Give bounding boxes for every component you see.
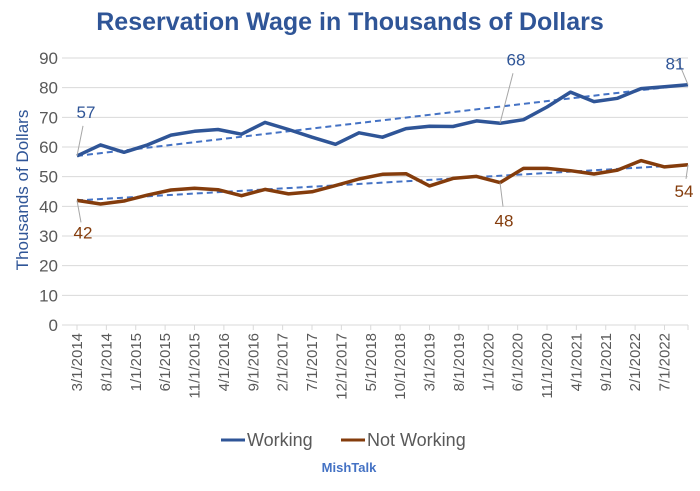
x-tick-label: 4/1/2021 bbox=[568, 333, 585, 391]
data-label: 81 bbox=[666, 55, 685, 74]
data-label: 48 bbox=[495, 212, 514, 231]
data-label: 57 bbox=[77, 103, 96, 122]
y-axis-label: Thousands of Dollars bbox=[13, 110, 32, 271]
legend-label-working: Working bbox=[247, 430, 313, 450]
trendline-working bbox=[76, 83, 689, 157]
x-tick-label: 11/1/2020 bbox=[539, 333, 556, 399]
data-label: 42 bbox=[74, 223, 93, 242]
leader-line bbox=[499, 73, 514, 124]
y-tick-labels: 0 10 20 30 40 50 60 70 80 90 bbox=[39, 49, 58, 335]
series-lines bbox=[76, 82, 689, 206]
x-tick-label: 5/1/2018 bbox=[363, 333, 380, 391]
x-tick-label: 6/1/2020 bbox=[510, 333, 527, 391]
y-tick-label: 70 bbox=[39, 108, 58, 127]
x-tick-label: 4/1/2016 bbox=[216, 333, 233, 391]
chart-title: Reservation Wage in Thousands of Dollars bbox=[96, 8, 604, 36]
x-tick-label: 3/1/2019 bbox=[422, 333, 439, 391]
x-tick-label: 8/1/2019 bbox=[451, 333, 468, 391]
x-tick-label: 10/1/2018 bbox=[392, 333, 409, 400]
series-line-not-working bbox=[76, 158, 689, 206]
y-tick-label: 60 bbox=[39, 138, 58, 157]
series-line-working bbox=[76, 82, 689, 158]
y-tick-label: 30 bbox=[39, 227, 58, 246]
branding-label: MishTalk bbox=[322, 460, 377, 475]
x-tick-label: 9/1/2021 bbox=[598, 333, 615, 391]
trendline-not-working bbox=[76, 163, 689, 202]
x-tick-label: 1/1/2020 bbox=[480, 333, 497, 391]
x-tick-label: 8/1/2014 bbox=[98, 333, 115, 391]
x-tick-label: 2/1/2017 bbox=[275, 333, 292, 391]
leader-line bbox=[76, 200, 82, 223]
y-tick-label: 50 bbox=[39, 168, 58, 187]
y-tick-label: 0 bbox=[49, 316, 58, 335]
y-tick-label: 20 bbox=[39, 257, 58, 276]
y-tick-label: 80 bbox=[39, 79, 58, 98]
legend: Working Not Working bbox=[221, 430, 466, 450]
x-tick-label: 2/1/2022 bbox=[627, 333, 644, 391]
x-tick-label: 7/1/2022 bbox=[657, 333, 674, 391]
leader-line bbox=[76, 125, 84, 156]
y-tick-label: 10 bbox=[39, 286, 58, 305]
legend-label-not-working: Not Working bbox=[367, 430, 466, 450]
y-tick-label: 40 bbox=[39, 197, 58, 216]
x-axis: 3/1/2014 8/1/2014 1/1/2015 6/1/2015 11/1/201… bbox=[69, 325, 689, 400]
leader-line bbox=[674, 60, 689, 85]
x-tick-label: 6/1/2015 bbox=[157, 333, 174, 391]
x-tick-label: 12/1/2017 bbox=[333, 333, 350, 400]
leader-line bbox=[499, 182, 504, 207]
x-tick-label: 9/1/2016 bbox=[245, 333, 262, 391]
x-tick-label: 1/1/2015 bbox=[128, 333, 145, 391]
data-label: 68 bbox=[507, 50, 526, 69]
y-tick-label: 90 bbox=[39, 49, 58, 68]
x-tick-label: 11/1/2015 bbox=[187, 333, 204, 399]
x-tick-label: 3/1/2014 bbox=[69, 333, 86, 391]
data-labels: 57 68 81 42 48 54 bbox=[74, 50, 694, 242]
x-tick-label: 7/1/2017 bbox=[304, 333, 321, 391]
leader-line bbox=[685, 164, 689, 179]
data-label: 54 bbox=[675, 182, 694, 201]
